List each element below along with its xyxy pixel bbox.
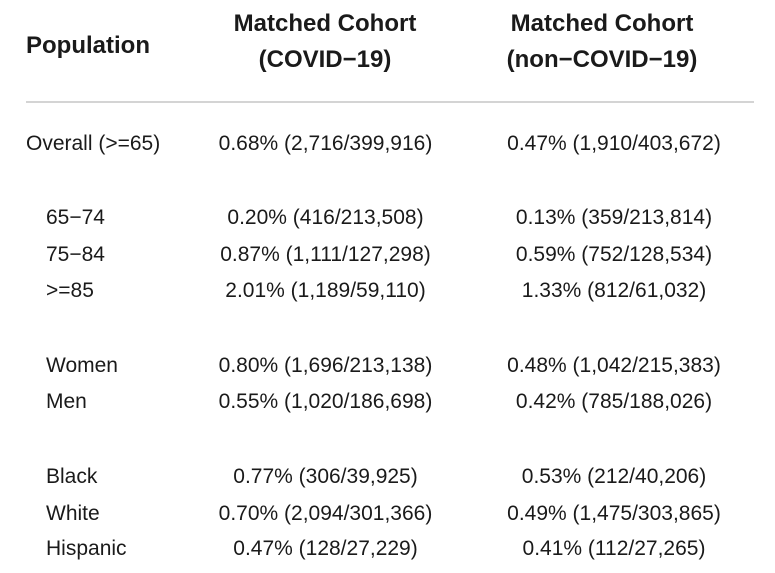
table-row: >=85 2.01% (1,189/59,110) 1.33% (812/61,…	[0, 276, 775, 306]
cell-non-covid: 0.47% (1,910/403,672)	[507, 132, 721, 155]
cell-covid: 0.77% (306/39,925)	[233, 465, 418, 488]
cell-covid: 0.87% (1,111/127,298)	[220, 243, 431, 266]
table-row: 75−84 0.87% (1,111/127,298) 0.59% (752/1…	[0, 240, 775, 270]
row-label: Hispanic	[46, 537, 127, 560]
header-non-covid-cohort: Matched Cohort (non−COVID−19)	[488, 6, 716, 78]
cell-non-covid: 0.48% (1,042/215,383)	[507, 354, 721, 377]
row-label: Overall (>=65)	[26, 132, 161, 155]
cell-covid: 0.70% (2,094/301,366)	[218, 502, 433, 525]
cell-covid: 0.80% (1,696/213,138)	[218, 354, 433, 377]
table-row: Black 0.77% (306/39,925) 0.53% (212/40,2…	[0, 462, 775, 492]
row-label: Men	[46, 390, 87, 413]
header-divider	[26, 101, 754, 103]
table-row: White 0.70% (2,094/301,366) 0.49% (1,475…	[0, 499, 775, 529]
table-row: 65−74 0.20% (416/213,508) 0.13% (359/213…	[0, 203, 775, 233]
header-covid-cohort: Matched Cohort (COVID−19)	[205, 6, 445, 78]
cell-non-covid: 0.59% (752/128,534)	[515, 243, 713, 266]
cell-covid: 0.55% (1,020/186,698)	[218, 390, 433, 413]
row-label: Women	[46, 354, 118, 377]
cell-non-covid: 0.13% (359/213,814)	[515, 206, 713, 229]
header-population: Population	[26, 32, 150, 59]
header-non-covid-line2: (non−COVID−19)	[506, 46, 698, 73]
table-row: Hispanic 0.47% (128/27,229) 0.41% (112/2…	[0, 534, 775, 564]
row-label: >=85	[46, 279, 94, 302]
table-row: Overall (>=65) 0.68% (2,716/399,916) 0.4…	[0, 129, 775, 159]
cell-non-covid: 0.49% (1,475/303,865)	[507, 502, 721, 525]
cell-covid: 0.68% (2,716/399,916)	[218, 132, 433, 155]
cell-non-covid: 0.42% (785/188,026)	[515, 390, 713, 413]
cell-non-covid: 0.53% (212/40,206)	[521, 465, 707, 488]
row-label: 65−74	[46, 206, 105, 229]
cell-covid: 2.01% (1,189/59,110)	[225, 279, 426, 302]
header-covid-line2: (COVID−19)	[258, 46, 392, 73]
cell-non-covid: 0.41% (112/27,265)	[522, 537, 706, 560]
cell-non-covid: 1.33% (812/61,032)	[521, 279, 707, 302]
header-covid-line1: Matched Cohort	[233, 10, 417, 37]
table-row: Men 0.55% (1,020/186,698) 0.42% (785/188…	[0, 387, 775, 417]
cell-covid: 0.47% (128/27,229)	[233, 537, 418, 560]
row-label: Black	[46, 465, 98, 488]
header-non-covid-line1: Matched Cohort	[510, 10, 694, 37]
row-label: 75−84	[46, 243, 105, 266]
row-label: White	[46, 502, 100, 525]
table-row: Women 0.80% (1,696/213,138) 0.48% (1,042…	[0, 351, 775, 381]
cell-covid: 0.20% (416/213,508)	[227, 206, 424, 229]
